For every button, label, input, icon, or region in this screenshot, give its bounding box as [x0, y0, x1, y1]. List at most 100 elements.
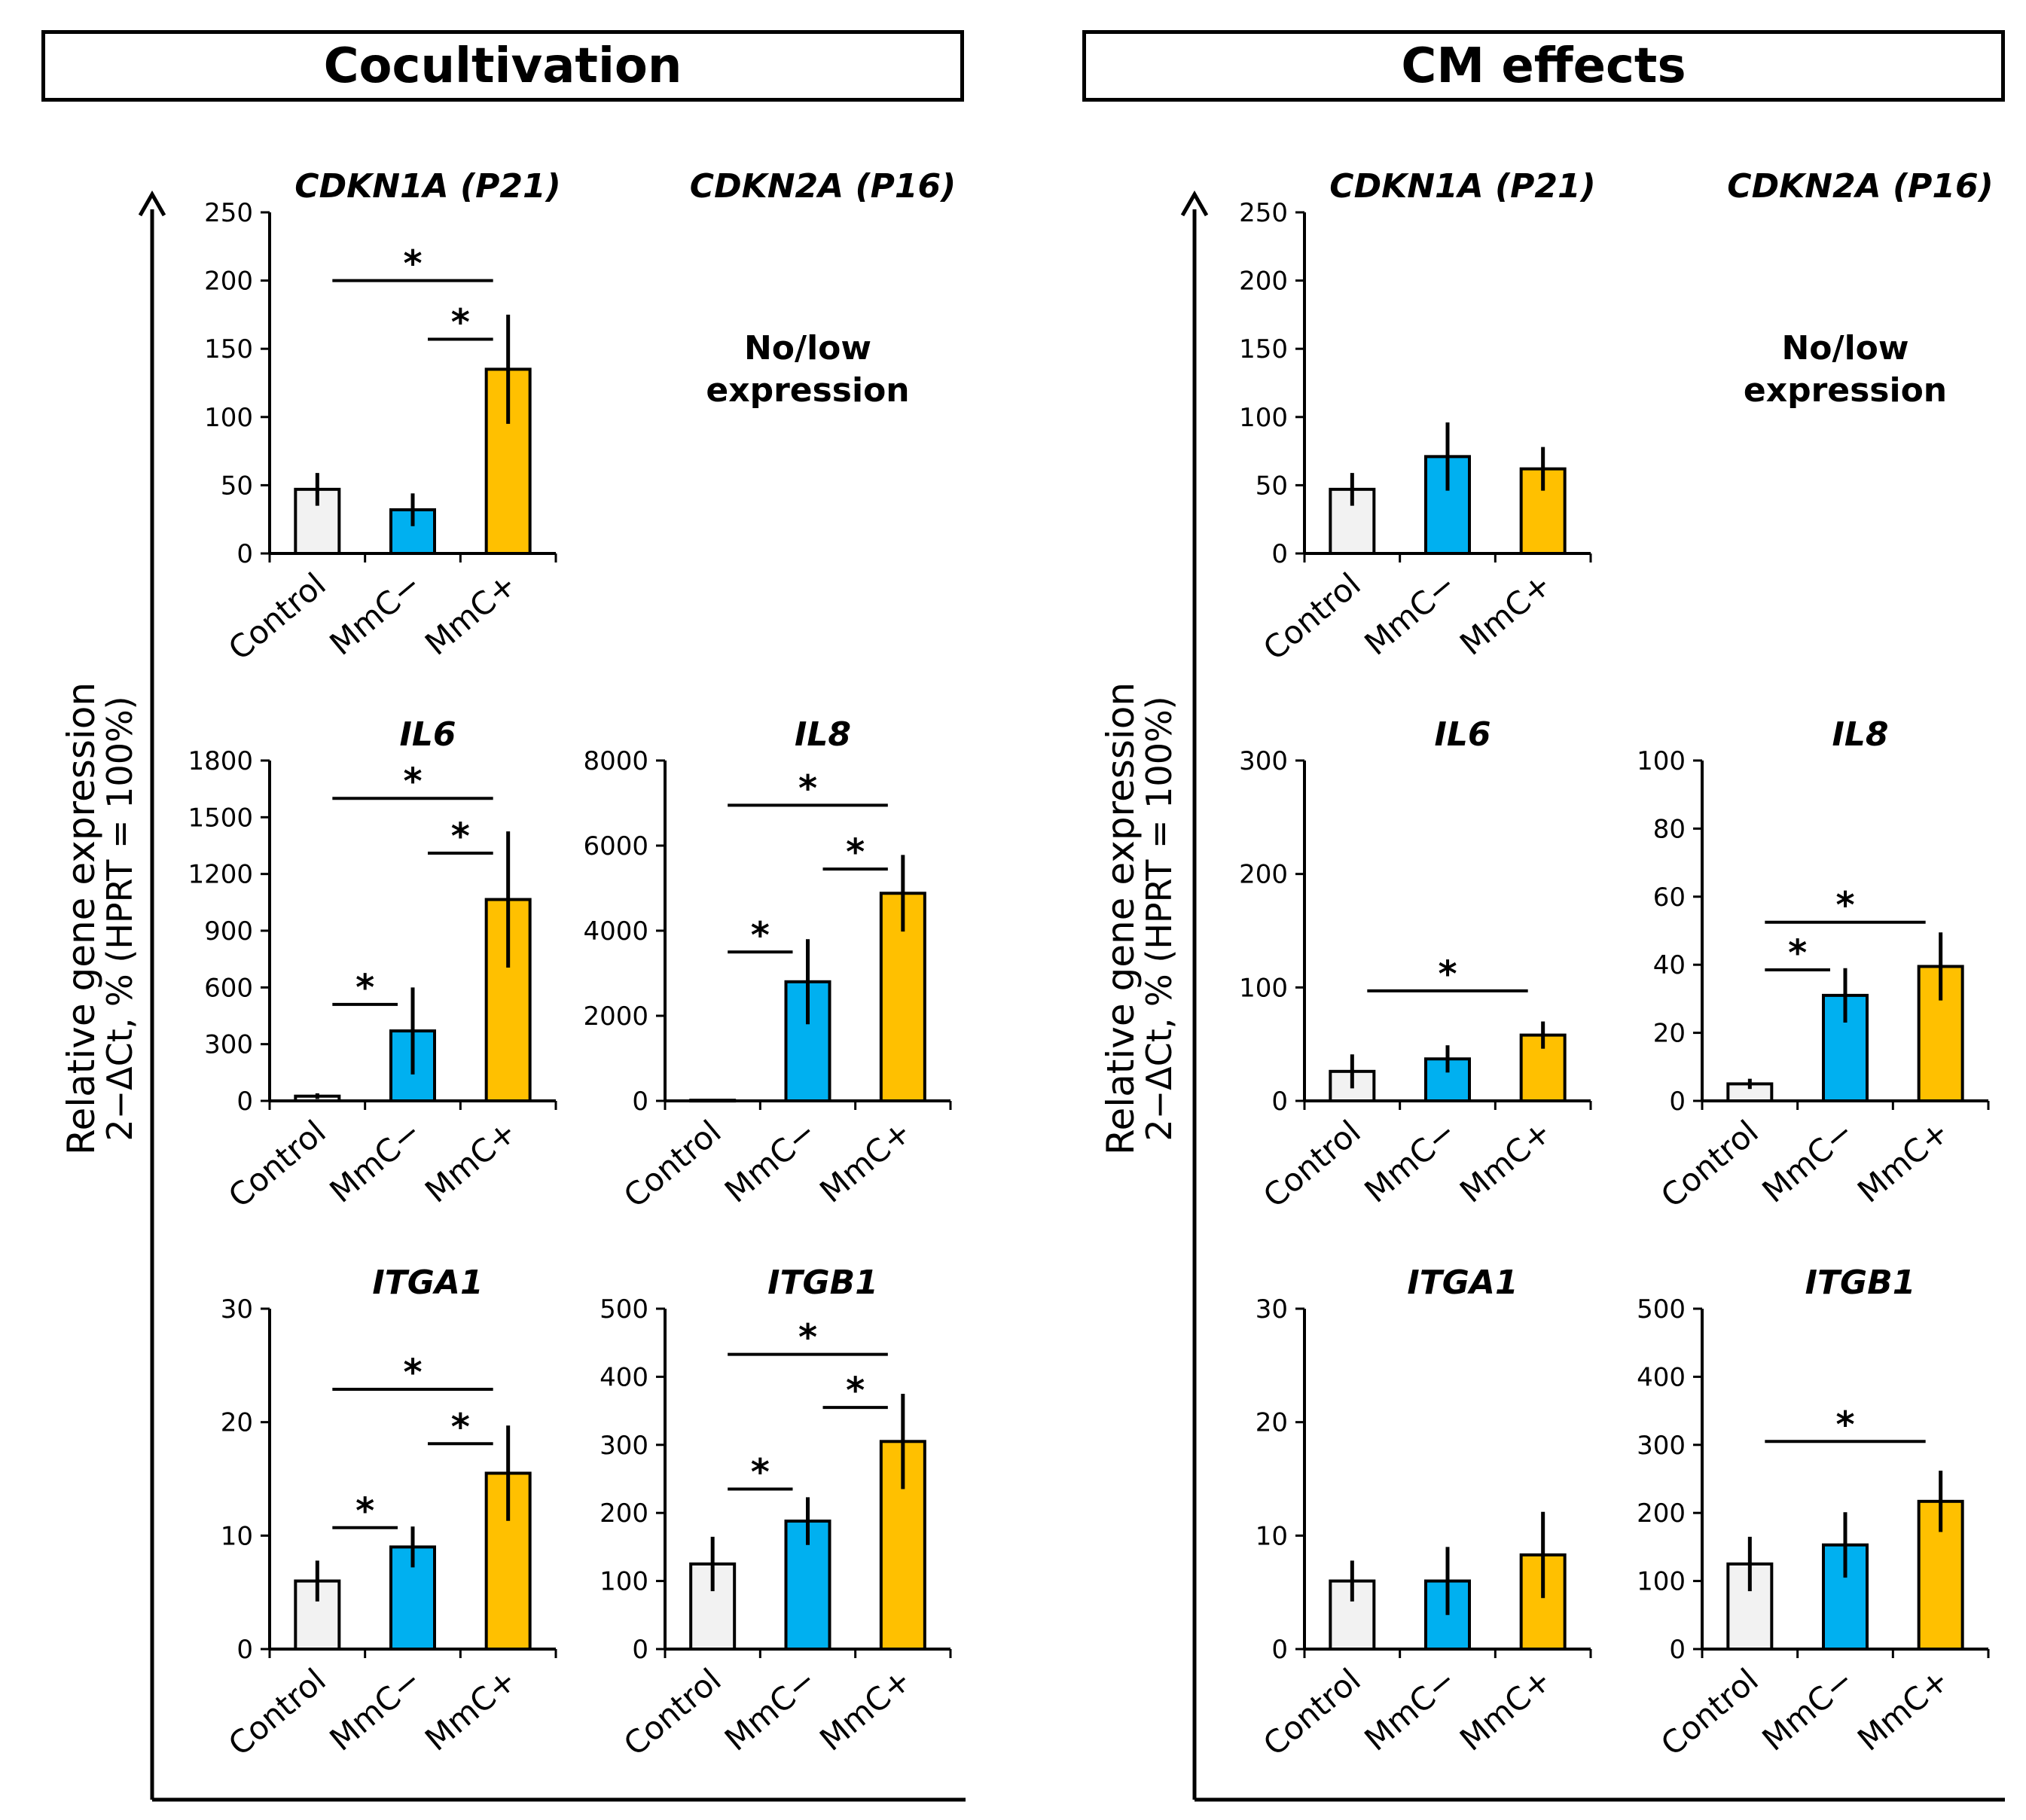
y-tick-label: 0	[236, 539, 253, 569]
x-tick-label: Control	[221, 566, 333, 667]
x-tick-label: Control	[1256, 1113, 1368, 1215]
x-tick-label: MmC+	[813, 1661, 918, 1758]
no-expression-note: expression	[706, 371, 909, 410]
x-tick-label: MmC+	[813, 1113, 918, 1210]
x-tick-label: Control	[1256, 566, 1368, 667]
chart-title: ITGB1	[767, 1264, 878, 1302]
y-tick-label: 300	[1239, 746, 1288, 776]
significance-star: *	[451, 815, 470, 858]
significance-star: *	[355, 1490, 374, 1532]
y-tick-label: 100	[1637, 746, 1686, 776]
y-tick-label: 300	[600, 1431, 648, 1461]
significance-star: *	[403, 1352, 422, 1394]
x-tick-label: MmC+	[1851, 1661, 1956, 1758]
x-tick-label: MmC+	[1453, 566, 1558, 663]
subchart: CDKN2A (P16) No/low expression	[1727, 167, 1993, 410]
chart-title: CDKN2A (P16)	[1727, 167, 1993, 206]
x-tick-label: Control	[221, 1661, 333, 1763]
y-tick-label: 0	[632, 1087, 648, 1117]
x-tick-label: Control	[617, 1661, 728, 1763]
x-tick-label: MmC+	[1453, 1113, 1558, 1210]
chart-title: CDKN2A (P16)	[690, 167, 956, 206]
y-tick-label: 6000	[583, 831, 648, 861]
y-tick-label: 300	[204, 1030, 253, 1060]
y-tick-label: 1200	[188, 860, 253, 890]
panel-y-arrowhead	[1180, 190, 1209, 217]
x-tick-label: MmC−	[718, 1113, 823, 1210]
x-tick-label: MmC−	[718, 1661, 823, 1758]
y-tick-label: 200	[1637, 1498, 1686, 1529]
y-tick-label: 200	[600, 1498, 648, 1529]
y-tick-label: 100	[1239, 973, 1288, 1003]
x-tick-label: Control	[1654, 1661, 1765, 1763]
y-tick-label: 100	[1637, 1567, 1686, 1597]
y-tick-label: 0	[236, 1635, 253, 1665]
y-axis-label: Relative gene expression	[59, 682, 103, 1155]
chart-title: ITGA1	[372, 1264, 483, 1302]
y-tick-label: 0	[1669, 1635, 1686, 1665]
y-tick-label: 150	[204, 334, 253, 364]
y-tick-label: 500	[1637, 1294, 1686, 1325]
y-tick-label: 60	[1653, 883, 1686, 913]
x-tick-label: MmC+	[418, 1661, 523, 1758]
y-tick-label: 600	[204, 973, 253, 1003]
x-tick-label: MmC−	[322, 1113, 428, 1210]
y-tick-label: 4000	[583, 916, 648, 947]
y-tick-label: 100	[1239, 403, 1288, 433]
panel-title-cocultivation: Cocultivation	[41, 30, 964, 102]
x-tick-label: MmC−	[1357, 566, 1463, 663]
x-tick-label: MmC+	[1851, 1113, 1956, 1210]
x-tick-label: Control	[617, 1113, 728, 1215]
y-tick-label: 0	[1271, 539, 1288, 569]
y-tick-label: 8000	[583, 746, 648, 776]
chart-title: CDKN1A (P21)	[1329, 167, 1595, 206]
x-tick-label: Control	[1256, 1661, 1368, 1763]
y-tick-label: 20	[221, 1408, 253, 1438]
significance-star: *	[846, 831, 865, 873]
y-tick-label: 250	[1239, 198, 1288, 228]
x-tick-label: MmC+	[1453, 1661, 1558, 1758]
y-tick-label: 400	[1637, 1362, 1686, 1392]
significance-star: *	[798, 1317, 817, 1359]
chart-title: ITGB1	[1805, 1264, 1916, 1302]
x-tick-label: MmC−	[1357, 1661, 1463, 1758]
no-expression-note: No/low	[1781, 329, 1909, 367]
y-tick-label: 100	[600, 1567, 648, 1597]
chart-title: IL6	[399, 715, 456, 754]
significance-star: *	[751, 914, 770, 956]
y-tick-label: 150	[1239, 334, 1288, 364]
y-tick-label: 10	[221, 1521, 253, 1551]
y-tick-label: 80	[1653, 814, 1686, 844]
y-tick-label: 300	[1637, 1431, 1686, 1461]
chart-title: IL8	[795, 715, 851, 754]
x-tick-label: MmC−	[322, 566, 428, 663]
significance-star: *	[403, 761, 422, 803]
y-tick-label: 1800	[188, 746, 253, 776]
significance-star: *	[751, 1452, 770, 1494]
significance-star: *	[846, 1370, 865, 1412]
significance-star: *	[1835, 1404, 1854, 1446]
no-expression-note: expression	[1744, 371, 1947, 410]
x-tick-label: MmC−	[1357, 1113, 1463, 1210]
subchart: IL6 0 300 600 900 1200 1500 1800 ControlMmC−MmC+…	[188, 715, 557, 1215]
x-tick-label: MmC+	[418, 1113, 523, 1210]
bar	[689, 1099, 737, 1103]
x-tick-label: Control	[221, 1113, 333, 1215]
y-tick-label: 200	[1239, 860, 1288, 890]
y-axis-formula: 2−ΔCt, % (HPRT = 100%)	[1139, 696, 1179, 1141]
y-tick-label: 200	[204, 267, 253, 297]
significance-star: *	[451, 1406, 470, 1448]
significance-star: *	[1438, 953, 1457, 995]
x-tick-label: MmC−	[1755, 1661, 1860, 1758]
y-tick-label: 10	[1256, 1521, 1288, 1551]
chart-title: IL6	[1434, 715, 1491, 754]
no-expression-note: No/low	[744, 329, 871, 367]
panel-y-arrowhead	[138, 190, 166, 217]
significance-star: *	[1835, 885, 1854, 927]
